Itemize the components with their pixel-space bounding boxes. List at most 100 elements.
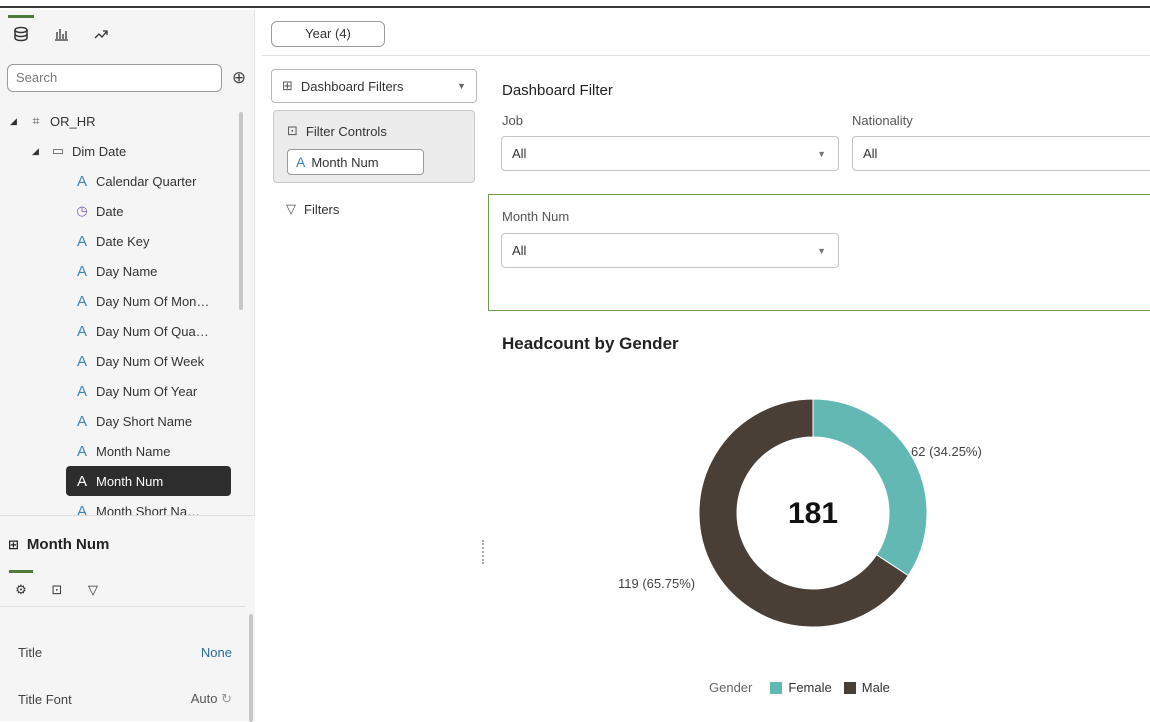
filter-controls-box[interactable]: ⊡ Filter Controls A Month Num <box>273 110 475 183</box>
tree-item[interactable]: ◢ ▭ Dim Date <box>0 136 240 166</box>
tree-item-label: Day Num Of Week <box>96 353 205 369</box>
data-panel-tabs <box>8 15 112 48</box>
property-value[interactable]: Auto ↻ <box>191 691 232 707</box>
dashboard-filters-dropdown[interactable]: ⊞ Dashboard Filters ▼ <box>271 69 477 103</box>
attribute-icon: A <box>76 322 87 340</box>
property-key: Title Font <box>18 691 72 707</box>
tree-scrollbar[interactable] <box>239 112 243 310</box>
tree-item-label: Date Key <box>96 233 150 249</box>
add-data-icon[interactable]: ⊕ <box>231 68 247 87</box>
tree-item[interactable]: ◷ Date <box>0 196 240 226</box>
tree-item-label: Day Num Of Qua… <box>96 323 209 339</box>
filter-control-icon: ⊞ <box>8 536 19 552</box>
filters-label: Filters <box>304 201 340 217</box>
chart-title: Headcount by Gender <box>502 334 679 353</box>
attribute-icon: A <box>76 382 87 400</box>
tree-item[interactable]: A Month Short Na… <box>0 496 240 526</box>
tree-item-label: Day Name <box>96 263 158 279</box>
expand-toggle-icon[interactable]: ◢ <box>32 145 39 156</box>
tree-item-label: Date <box>96 203 124 219</box>
reset-icon[interactable]: ↻ <box>221 691 232 706</box>
property-value[interactable]: None <box>200 644 232 660</box>
job-select-value: All <box>512 146 527 161</box>
legend-label-female: Female <box>788 680 832 695</box>
filter-control-chip-label: Month Num <box>311 154 379 170</box>
legend-item-female[interactable]: Female <box>770 680 832 695</box>
tree-item-label: OR_HR <box>50 113 96 129</box>
tree-item-label: Month Num <box>96 473 164 489</box>
filter-bar-divider <box>262 55 1150 56</box>
tree-item[interactable]: ◢ ⌗ OR_HR <box>0 106 240 136</box>
expand-toggle-icon[interactable]: ◢ <box>10 115 17 126</box>
chart-legend: Gender Female Male <box>709 680 896 695</box>
donut-slice-female[interactable] <box>812 398 928 577</box>
resize-handle[interactable] <box>482 540 484 564</box>
month-num-label: Month Num <box>502 209 570 224</box>
properties-scrollbar[interactable] <box>249 614 253 722</box>
data-panel: Search ⊕ ◢ ⌗ OR_HR ◢ ▭ Dim Date A Calendar Quar… <box>0 10 255 722</box>
clock-icon: ◷ <box>76 203 88 218</box>
legend-swatch-female <box>770 681 783 694</box>
donut-chart[interactable] <box>695 395 931 631</box>
top-border <box>0 0 1150 8</box>
tree-item-label: Month Short Na… <box>96 503 201 519</box>
data-tab[interactable] <box>8 15 34 45</box>
tree-item[interactable]: A Day Short Name <box>0 406 240 436</box>
month-num-select[interactable]: All ▼ <box>501 233 839 268</box>
job-select[interactable]: All ▼ <box>501 136 839 171</box>
tree-item[interactable]: A Month Name <box>0 436 240 466</box>
properties-header: ⊞ Month Num <box>8 536 109 553</box>
filter-control-chip[interactable]: A Month Num <box>287 149 424 175</box>
tree-item-label: Month Name <box>96 443 171 459</box>
year-filter-pill[interactable]: Year (4) <box>271 21 385 47</box>
general-settings-icon[interactable]: ⚙ <box>9 570 33 598</box>
tree-item[interactable]: A Date Key <box>0 226 240 256</box>
attribute-icon: A <box>76 412 87 430</box>
attribute-icon: A <box>76 292 87 310</box>
attribute-icon: A <box>76 442 87 460</box>
month-num-filter-control[interactable] <box>488 194 1150 311</box>
legend-item-male[interactable]: Male <box>843 680 890 695</box>
chevron-down-icon: ▼ <box>817 245 826 256</box>
property-value-text: Auto <box>190 691 218 706</box>
property-key: Title <box>18 644 43 660</box>
attribute-icon: A <box>76 172 87 190</box>
tree-item[interactable]: A Day Num Of Mon… <box>0 286 240 316</box>
filter-icon: ▽ <box>286 201 296 216</box>
month-num-select-value: All <box>512 243 527 258</box>
slice-label-female: 62 (34.25%) <box>911 444 982 459</box>
property-row-title-font[interactable]: Title Font Auto ↻ <box>0 688 240 710</box>
tree-item-label: Calendar Quarter <box>96 173 197 189</box>
properties-title: Month Num <box>26 536 110 553</box>
attribute-icon: A <box>76 502 87 520</box>
subject-area-icon: ⌗ <box>32 113 40 128</box>
tree-item[interactable]: A Day Num Of Year <box>0 376 240 406</box>
search-input[interactable]: Search <box>7 64 222 92</box>
analytics-tab[interactable] <box>90 23 112 45</box>
properties-tabs: ⚙ ⊡ ▽ <box>9 570 102 598</box>
attribute-icon: A <box>76 352 87 370</box>
filter-controls-label: Filter Controls <box>305 123 387 139</box>
tree-item[interactable]: A Month Num <box>66 466 231 496</box>
attribute-icon: A <box>76 232 87 250</box>
database-icon <box>14 26 28 42</box>
tree-item[interactable]: A Day Name <box>0 256 240 286</box>
donut-slice-male[interactable] <box>698 398 909 628</box>
filter-settings-icon[interactable]: ▽ <box>88 582 98 597</box>
filters-section[interactable]: ▽ Filters <box>286 201 339 217</box>
legend-swatch-male <box>843 681 856 694</box>
nationality-select[interactable]: All <box>852 136 1150 171</box>
dashboard-filter-title: Dashboard Filter <box>502 82 613 99</box>
bar-chart-icon <box>55 29 68 41</box>
tree-item-label: Day Num Of Mon… <box>96 293 210 309</box>
nationality-label: Nationality <box>852 113 913 128</box>
visualizations-tab[interactable] <box>50 23 72 45</box>
tree-item[interactable]: A Day Num Of Week <box>0 346 240 376</box>
tree-item[interactable]: A Calendar Quarter <box>0 166 240 196</box>
dropdown-settings-icon[interactable]: ⊡ <box>51 582 63 597</box>
legend-label-male: Male <box>861 680 890 695</box>
trend-icon <box>94 30 108 39</box>
filter-control-icon: ⊞ <box>282 78 293 93</box>
tree-item[interactable]: A Day Num Of Qua… <box>0 316 240 346</box>
property-row-title[interactable]: Title None <box>0 641 240 663</box>
